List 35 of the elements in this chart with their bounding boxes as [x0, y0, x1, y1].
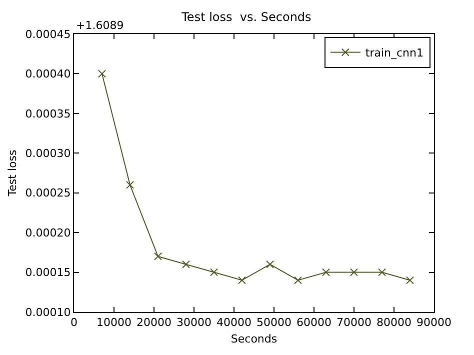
- x-tick-label: 90000: [416, 316, 452, 330]
- point: [98, 70, 106, 78]
- point: [406, 276, 414, 284]
- x-tick-label: 10000: [96, 316, 132, 330]
- x-tick-label: 70000: [336, 316, 372, 330]
- y-tick-label: 0.00020: [25, 226, 71, 240]
- x-tick-label: 0: [70, 316, 78, 330]
- point: [210, 268, 218, 276]
- x-tick-label: 30000: [176, 316, 212, 330]
- point: [266, 260, 274, 268]
- y-tick-label: 0.00030: [25, 146, 71, 160]
- y-tick-label: 0.00045: [25, 28, 71, 41]
- point: [182, 260, 190, 268]
- point: [294, 276, 302, 284]
- x-tick-label: 20000: [136, 316, 172, 330]
- y-tick-label: 0.00035: [25, 107, 71, 120]
- y-tick-label: 0.00025: [25, 186, 71, 200]
- point: [154, 252, 162, 260]
- point: [322, 268, 330, 276]
- y-tick-label: 0.00015: [25, 266, 71, 280]
- text: +1.6089: [76, 19, 124, 32]
- point: [378, 268, 386, 276]
- y-tick-label: 0.00040: [25, 68, 71, 81]
- x-tick-label: 60000: [296, 316, 332, 330]
- x-tick-label: 40000: [216, 316, 252, 330]
- legend-label: train_cnn1: [365, 46, 424, 60]
- y-axis-title: Test loss: [6, 150, 19, 198]
- y-tick-label: 0.00010: [25, 306, 71, 319]
- x-tick-label: 50000: [256, 316, 292, 330]
- chart-title: Test loss vs. Seconds: [180, 10, 312, 24]
- point: [350, 268, 358, 276]
- point: [238, 276, 246, 284]
- x-tick-label: 80000: [376, 316, 412, 330]
- point: [126, 180, 134, 189]
- x-axis-title: Seconds: [230, 332, 278, 346]
